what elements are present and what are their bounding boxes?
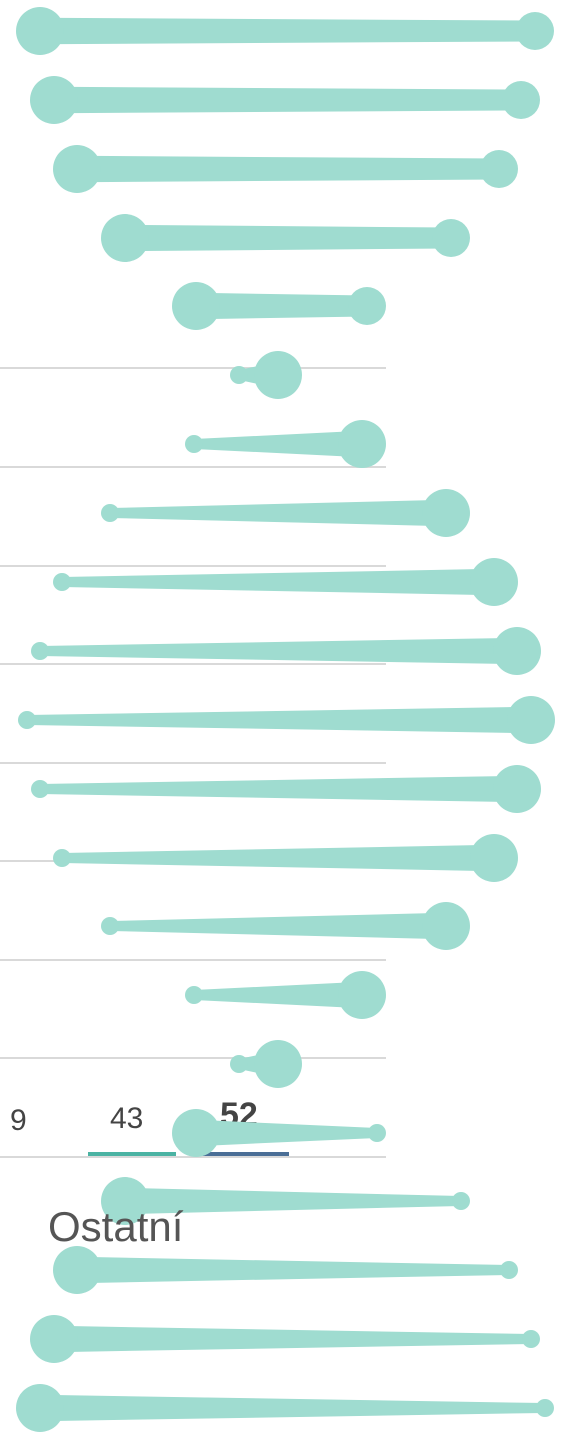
connector-12 <box>31 765 541 813</box>
connector-dot-b <box>422 489 470 537</box>
connector-wedge <box>40 775 517 803</box>
gridlines <box>0 367 386 1158</box>
connector-3 <box>53 145 518 193</box>
row-label: Ostatní <box>48 1203 184 1250</box>
connector-dot-b <box>480 150 518 188</box>
connector-wedge <box>40 637 517 665</box>
connector-dot-a <box>230 1055 248 1073</box>
connector-wedge <box>110 912 446 940</box>
connector-dot-a <box>16 7 64 55</box>
connector-dot-b <box>493 627 541 675</box>
connector-dot-b <box>254 1040 302 1088</box>
connector-dot-a <box>18 711 36 729</box>
connector-7 <box>185 420 386 468</box>
connector-dot-a <box>185 986 203 1004</box>
connector-19 <box>53 1246 518 1294</box>
connector-dot-a <box>101 1177 149 1225</box>
connector-20 <box>30 1315 540 1363</box>
connector-dot-b <box>254 351 302 399</box>
connector-wedge <box>110 499 446 527</box>
connector-dot-a <box>53 849 71 867</box>
connector-dot-b <box>516 12 554 50</box>
connector-wedge <box>27 706 531 734</box>
connector-15 <box>185 971 386 1019</box>
connector-dot-a <box>230 366 248 384</box>
connector-wedge <box>77 1256 509 1284</box>
connector-5 <box>172 282 386 330</box>
connector-dot-a <box>101 504 119 522</box>
connector-dot-a <box>31 780 49 798</box>
connector-dot-a <box>30 76 78 124</box>
connector-10 <box>31 627 541 675</box>
connector-wedge <box>54 1325 531 1353</box>
connector-4 <box>101 214 470 262</box>
connector-9 <box>53 558 518 606</box>
connector-dot-b <box>348 287 386 325</box>
connector-2 <box>30 76 540 124</box>
connector-dot-b <box>522 1330 540 1348</box>
connector-dot-b <box>338 971 386 1019</box>
connector-dot-b <box>500 1261 518 1279</box>
connector-wedge <box>54 86 521 114</box>
connector-dot-a <box>172 282 220 330</box>
connector-dot-a <box>53 1246 101 1294</box>
value-label-1: 9 <box>10 1104 27 1137</box>
connector-wedge <box>196 292 367 320</box>
connector-18 <box>101 1177 470 1225</box>
connector-wedge <box>77 155 499 183</box>
connector-wedge <box>40 1394 545 1422</box>
connector-dot-a <box>30 1315 78 1363</box>
connector-dot-b <box>502 81 540 119</box>
connector-dot-b <box>368 1124 386 1142</box>
connector-dot-a <box>185 435 203 453</box>
connector-wedge <box>62 568 494 596</box>
connector-wedge <box>125 1187 461 1215</box>
connector-1 <box>16 7 554 55</box>
connector-dot-b <box>470 834 518 882</box>
connector-wedge <box>125 224 451 252</box>
connector-dot-b <box>422 902 470 950</box>
connector-dot-b <box>493 765 541 813</box>
connector-16 <box>230 1040 302 1088</box>
connector-wedge <box>62 844 494 872</box>
connector-dot-b <box>338 420 386 468</box>
connector-8 <box>101 489 470 537</box>
connector-6 <box>230 351 302 399</box>
connector-21 <box>16 1384 554 1432</box>
connector-dot-a <box>53 573 71 591</box>
connector-wedge <box>40 17 535 45</box>
connector-dot-a <box>53 145 101 193</box>
connector-dot-a <box>101 214 149 262</box>
connector-dot-a <box>172 1109 220 1157</box>
value-label-2: 43 <box>110 1102 143 1135</box>
value-underline-b <box>201 1152 289 1156</box>
connector-wedge <box>196 1119 377 1147</box>
connector-14 <box>101 902 470 950</box>
connector-wedge <box>194 430 362 458</box>
connector-dot-b <box>452 1192 470 1210</box>
connector-wedge <box>194 981 362 1009</box>
value-underline-a <box>88 1152 176 1156</box>
connector-dot-b <box>432 219 470 257</box>
connector-dot-b <box>536 1399 554 1417</box>
connector-dot-b <box>470 558 518 606</box>
connector-11 <box>18 696 555 744</box>
connector-marks <box>16 7 555 1432</box>
connector-dot-a <box>16 1384 64 1432</box>
connector-dot-a <box>101 917 119 935</box>
connector-13 <box>53 834 518 882</box>
connector-dot-a <box>31 642 49 660</box>
connector-dot-b <box>507 696 555 744</box>
connector-17 <box>172 1109 386 1157</box>
